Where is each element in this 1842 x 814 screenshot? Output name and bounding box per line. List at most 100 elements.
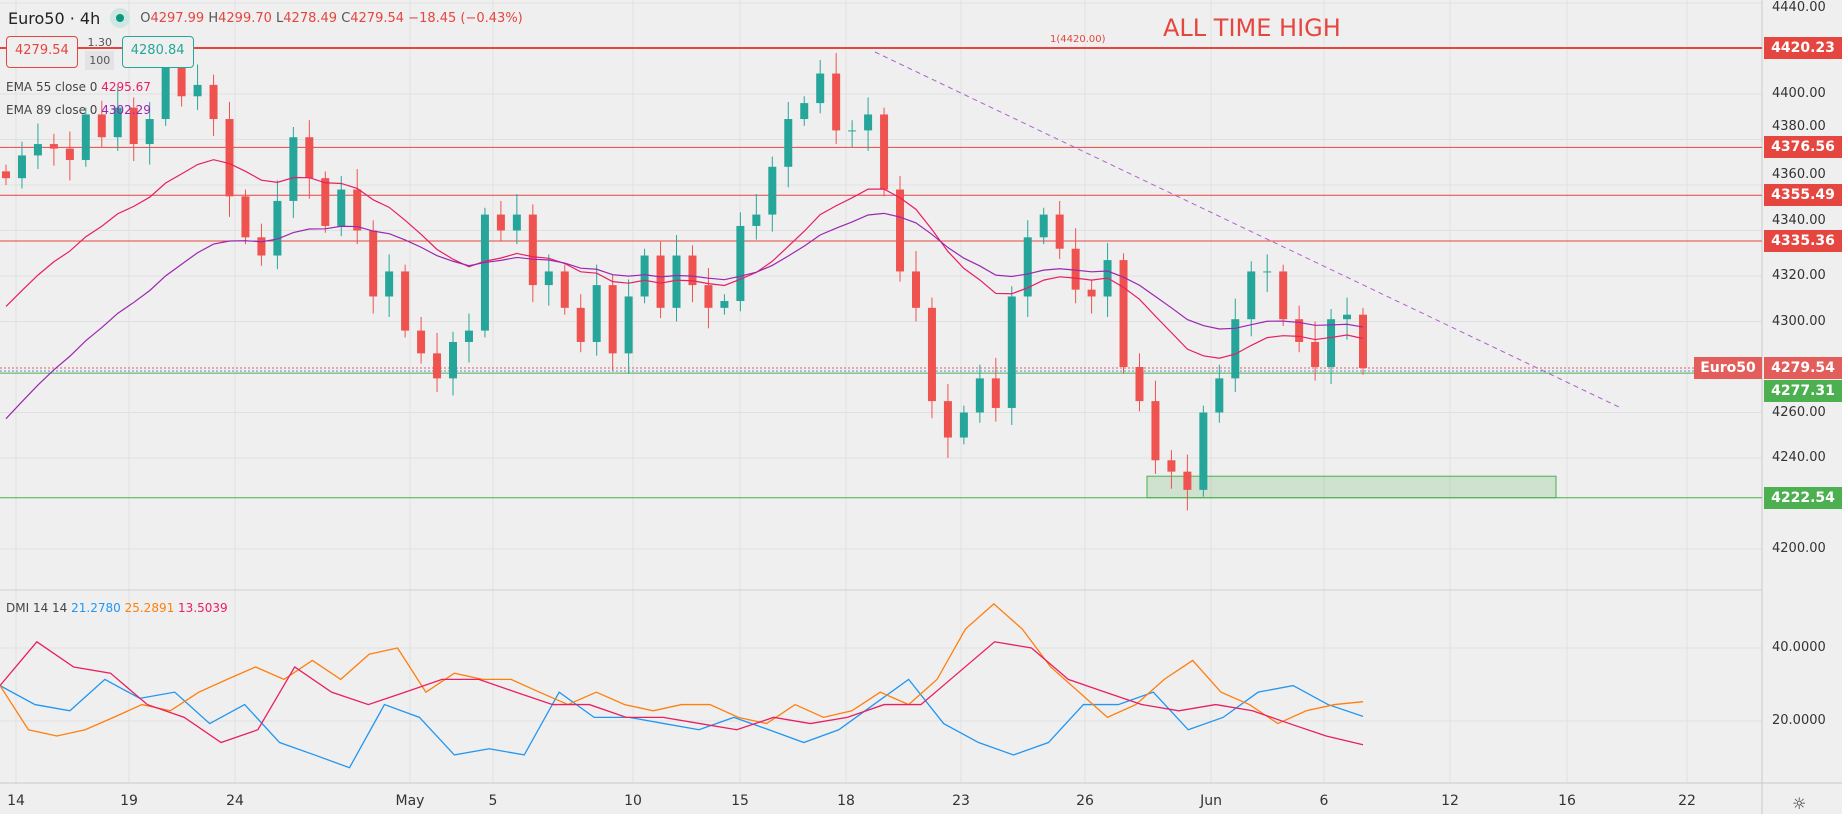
candle-body <box>1071 248 1080 290</box>
candle-body <box>736 225 745 302</box>
candle-body <box>1055 214 1064 249</box>
candle-body <box>177 62 186 97</box>
candle-body <box>1327 319 1336 367</box>
candle-body <box>1295 319 1304 342</box>
y-tick-label: 4200.00 <box>1772 541 1826 556</box>
candle-body <box>688 255 697 286</box>
candle-body <box>129 107 138 145</box>
candle-body <box>49 144 58 149</box>
candle-body <box>464 330 473 342</box>
x-tick-label: 26 <box>1076 793 1094 809</box>
all-time-high-annotation: ALL TIME HIGH <box>1163 14 1341 42</box>
candle-body <box>704 285 713 308</box>
candle-body <box>401 271 410 331</box>
candle-body <box>273 200 282 256</box>
level-price-label: 4335.36 <box>1764 230 1842 253</box>
candle-body <box>544 271 553 286</box>
candle-body <box>1183 471 1192 490</box>
sell-button[interactable]: 4279.54 <box>6 36 78 68</box>
candle-body <box>848 130 857 132</box>
candle-body <box>385 271 394 297</box>
candle-body <box>1343 314 1352 320</box>
candle-body <box>816 73 825 104</box>
candle-body <box>1311 341 1320 367</box>
symbol-title[interactable]: Euro50 · 4h <box>8 8 101 28</box>
candle-body <box>1263 271 1272 273</box>
candle-body <box>1231 319 1240 379</box>
candle-body <box>943 401 952 438</box>
candle-body <box>1087 289 1096 297</box>
candle-body <box>161 62 170 120</box>
x-tick-label: 12 <box>1441 793 1459 809</box>
x-tick-label: Jun <box>1200 793 1222 809</box>
candle-body <box>752 214 761 226</box>
y-tick-label: 4440.00 <box>1772 0 1826 15</box>
spread-value: 1.30 <box>87 36 113 49</box>
candle-body <box>496 214 505 231</box>
candle-body <box>927 307 936 402</box>
market-status-icon <box>110 8 131 28</box>
candle-body <box>337 189 346 226</box>
candle-body <box>672 255 681 308</box>
ema89-line <box>5 212 1364 420</box>
candle-body <box>17 155 26 179</box>
candle-body <box>512 214 521 231</box>
candle-body <box>449 341 458 379</box>
y-tick-label: 4400.00 <box>1772 86 1826 101</box>
quantity-input[interactable]: 100 <box>85 51 115 70</box>
candle-body <box>209 84 218 120</box>
candle-body <box>433 353 442 379</box>
candle-body <box>640 255 649 297</box>
settings-gear-icon[interactable]: ☼ <box>1792 794 1807 813</box>
candle-body <box>1007 296 1016 408</box>
candle-body <box>97 114 106 138</box>
level-price-label: 4222.54 <box>1764 486 1842 509</box>
candle-body <box>1359 314 1367 369</box>
candle-body <box>1199 412 1208 490</box>
x-tick-label: 23 <box>952 793 970 809</box>
x-tick-label: 24 <box>226 793 244 809</box>
candle-body <box>241 196 250 238</box>
candle-body <box>81 114 90 160</box>
level-price-label: 4376.56 <box>1764 136 1842 159</box>
ema55-legend[interactable]: EMA 55 close 0 4295.67 <box>6 80 151 94</box>
y-tick-label: 4260.00 <box>1772 404 1826 420</box>
candle-body <box>959 412 968 438</box>
candle-body <box>1119 260 1128 367</box>
candle-body <box>289 137 298 201</box>
candle-body <box>1247 271 1256 320</box>
candle-body <box>592 285 601 342</box>
candle-body <box>832 73 841 131</box>
candle-body <box>784 119 793 167</box>
demand-zone <box>1146 475 1557 499</box>
candle-body <box>1167 460 1176 472</box>
ema89-legend[interactable]: EMA 89 close 0 4302.29 <box>6 103 151 117</box>
x-tick-label: May <box>395 793 425 809</box>
candle-body <box>2 171 10 179</box>
x-tick-label: 18 <box>837 793 855 809</box>
candle-body <box>33 144 42 156</box>
x-tick-label: 22 <box>1678 793 1696 809</box>
candle-body <box>417 330 426 354</box>
candle-body <box>975 378 984 413</box>
buy-button[interactable]: 4280.84 <box>121 36 194 68</box>
y-tick-label: 4240.00 <box>1772 450 1826 465</box>
candle-body <box>65 148 74 160</box>
ema55-line <box>5 159 1364 359</box>
candle-body <box>1039 214 1048 238</box>
candle-body <box>864 114 873 131</box>
candle-body <box>560 271 569 308</box>
candle-body <box>896 189 905 272</box>
y-tick-label: 4320.00 <box>1772 268 1826 283</box>
trend-line <box>874 51 1622 409</box>
dmi-legend[interactable]: DMI 14 14 21.2780 25.2891 13.5039 <box>6 601 228 615</box>
last-price-label: 4279.54 <box>1764 357 1842 380</box>
x-tick-label: 14 <box>7 793 25 809</box>
x-tick-label: 15 <box>731 793 749 809</box>
candle-body <box>576 307 585 342</box>
dmi-tick-label: 20.0000 <box>1772 713 1826 728</box>
candle-body <box>768 166 777 215</box>
candle-body <box>1215 378 1224 413</box>
y-tick-label: 4340.00 <box>1772 213 1826 229</box>
